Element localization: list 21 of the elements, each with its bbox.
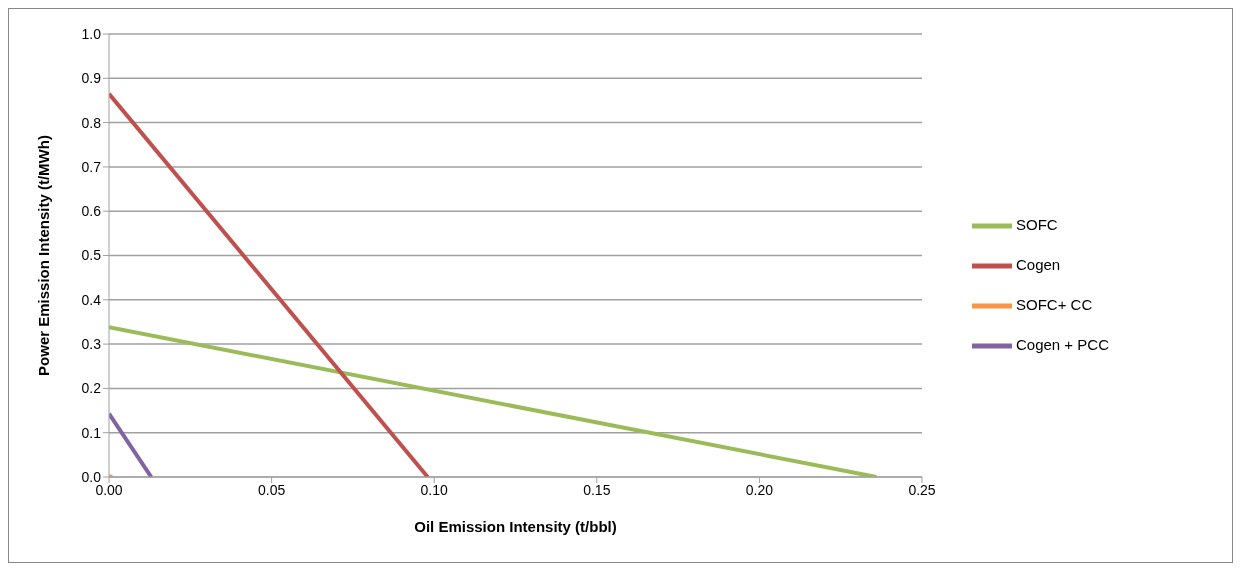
y-tick-label: 0.9: [81, 70, 102, 87]
y-tick-label: 0.1: [81, 424, 102, 441]
x-tick-label: 0.25: [908, 481, 936, 498]
x-tick-label: 0.05: [257, 481, 286, 498]
y-tick-label: 0.2: [81, 380, 102, 397]
y-tick-label: 0.7: [81, 158, 102, 175]
legend-label: Cogen + PCC: [1016, 335, 1109, 353]
legend-label: SOFC: [1016, 215, 1058, 233]
legend-label: SOFC+ CC: [1016, 295, 1093, 313]
x-tick-label: 0.15: [583, 481, 611, 498]
y-tick-label: 0.3: [81, 336, 102, 353]
legend-label: Cogen: [1016, 255, 1061, 273]
y-tick-label: 0.4: [81, 291, 102, 308]
y-tick-label: 0.8: [81, 114, 102, 131]
y-tick-label: 1.0: [81, 25, 102, 42]
y-axis-title: Power Emission Intensity (t/MWh): [35, 135, 53, 376]
x-tick-label: 0.20: [745, 481, 774, 498]
x-axis-title: Oil Emission Intensity (t/bbl): [414, 518, 617, 535]
y-tick-label: 0.6: [81, 203, 102, 220]
x-tick-label: 0.10: [420, 481, 449, 498]
y-tick-label: 0.5: [81, 247, 102, 264]
